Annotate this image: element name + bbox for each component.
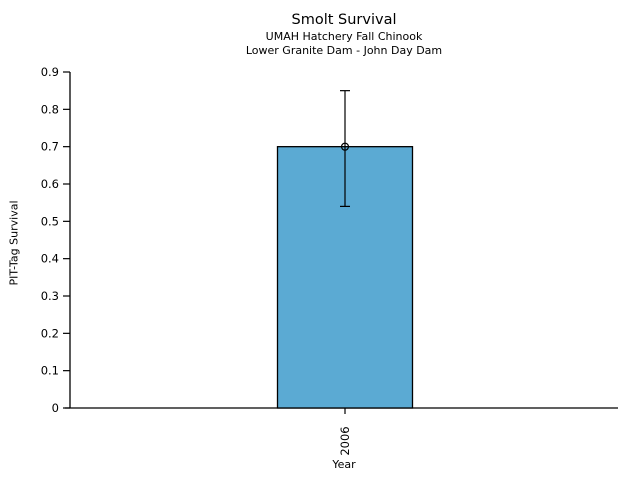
chart-title: Smolt Survival <box>291 12 397 28</box>
y-tick-label: 0.8 <box>41 102 59 116</box>
y-tick-label: 0.3 <box>41 289 59 303</box>
chart-subtitle-line2: Lower Granite Dam - John Day Dam <box>245 44 443 57</box>
y-tick-label: 0.9 <box>41 65 59 79</box>
x-axis-label: Year <box>332 458 356 471</box>
y-tick-label: 0.1 <box>41 364 59 378</box>
y-tick-label: 0.4 <box>41 252 59 266</box>
y-tick-label: 0.7 <box>41 140 59 154</box>
chart-subtitle-line1: UMAH Hatchery Fall Chinook <box>265 30 423 43</box>
y-tick-label: 0.6 <box>41 177 59 191</box>
y-tick-label: 0.2 <box>41 326 59 340</box>
y-tick-label: 0.5 <box>41 214 59 228</box>
x-tick-label: 2006 <box>338 426 352 455</box>
data-point-marker <box>340 142 350 151</box>
y-tick-label: 0 <box>52 401 59 415</box>
